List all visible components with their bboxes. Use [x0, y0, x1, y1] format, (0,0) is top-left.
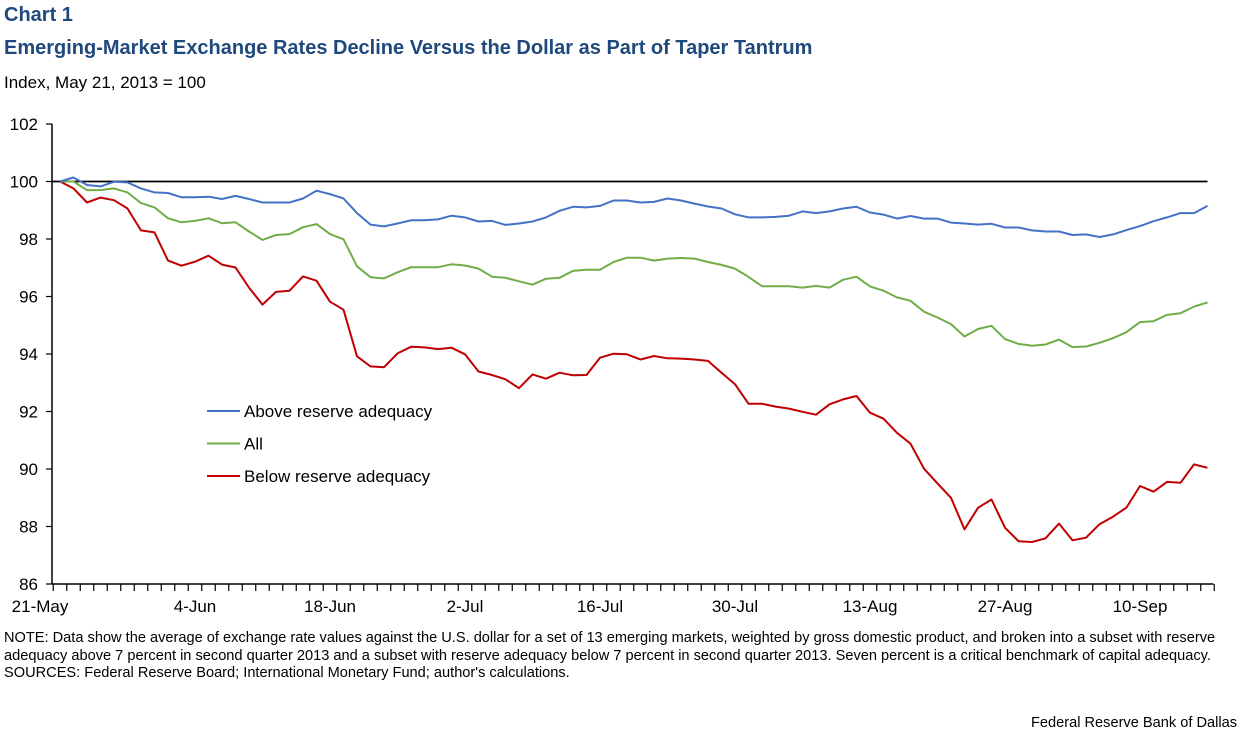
x-tick-label: 10-Sep [1113, 597, 1168, 616]
y-tick-label: 94 [19, 345, 38, 364]
x-tick-label: 13-Aug [843, 597, 898, 616]
chart-title: Emerging-Market Exchange Rates Decline V… [4, 37, 813, 59]
y-tick-label: 86 [19, 575, 38, 594]
line-chart: 86 88 90 92 94 96 98 100 102 21-May 4-Jun 18-Jun 2-J… [10, 115, 1215, 616]
x-tick-label: 4-Jun [174, 597, 217, 616]
x-tick-label: 21-May [12, 597, 69, 616]
y-tick-label: 102 [10, 115, 38, 134]
chart-label: Chart 1 [4, 4, 73, 26]
y-tick-label: 98 [19, 230, 38, 249]
series-lines [59, 176, 1208, 543]
legend-label: All [244, 435, 263, 454]
axes: 86 88 90 92 94 96 98 100 102 21-May 4-Jun 18-Jun 2-J… [10, 115, 1215, 616]
x-tick-label: 16-Jul [577, 597, 623, 616]
credit-text: Federal Reserve Bank of Dallas [1030, 715, 1237, 731]
y-tick-label: 92 [19, 403, 38, 422]
x-tick-label: 27-Aug [978, 597, 1033, 616]
y-tick-label: 90 [19, 460, 38, 479]
series-line-below-reserve-adequacy [59, 180, 1208, 543]
series-line-all [60, 180, 1208, 349]
x-tick-label: 30-Jul [712, 597, 758, 616]
series-line-above-reserve-adequacy [59, 176, 1208, 238]
x-tick-label: 2-Jul [447, 597, 484, 616]
y-tick-label: 100 [10, 173, 38, 192]
sources-text: SOURCES: Federal Reserve Board; Internat… [4, 665, 570, 681]
note-text: NOTE: Data show the average of exchange … [4, 630, 1216, 664]
x-tick-label: 18-Jun [304, 597, 356, 616]
legend: Above reserve adequacy All Below reserve a… [207, 402, 433, 486]
legend-label: Above reserve adequacy [244, 402, 433, 421]
y-tick-label: 96 [19, 288, 38, 307]
legend-label: Below reserve adequacy [244, 467, 431, 486]
chart-notes: NOTE: Data show the average of exchange … [4, 630, 1244, 683]
y-axis-unit-label: Index, May 21, 2013 = 100 [4, 73, 206, 92]
y-tick-label: 88 [19, 518, 38, 537]
